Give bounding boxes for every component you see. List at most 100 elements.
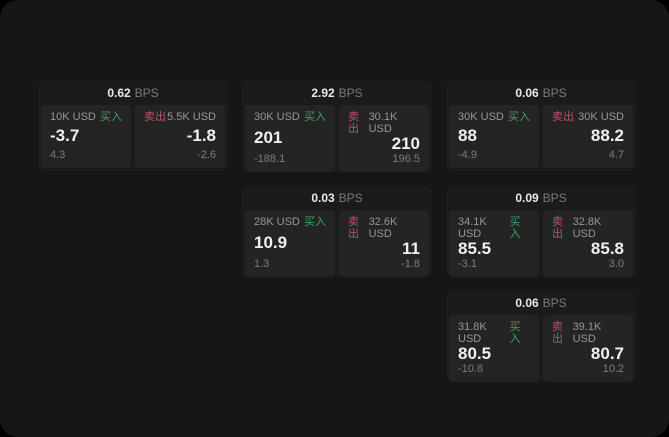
sell-delta: 4.7 <box>608 149 624 161</box>
sell-amount: 39.1K USD <box>572 321 602 345</box>
buy-top-row: 10K USD 买入 <box>50 111 122 123</box>
buy-panel[interactable]: 28K USD 买入 10.9 1.3 <box>245 210 335 277</box>
buy-amount: 34.1K USD <box>458 216 487 240</box>
buy-amount: 30K USD <box>458 111 504 123</box>
card-body: 30K USD 买入 88 -4.9 卖出 30K USD 88.2 4.7 <box>446 105 636 171</box>
buy-top-row: 31.8K USD 买入 <box>458 321 530 345</box>
buy-price: 10.9 <box>254 233 288 252</box>
sell-top-row: 卖出 32.6K USD <box>348 216 420 240</box>
sell-price: 88.2 <box>590 126 624 145</box>
card-body: 34.1K USD 买入 85.5 -3.1 卖出 32.8K USD 85.8… <box>446 210 636 280</box>
buy-tag: 买入 <box>508 111 530 123</box>
buy-price: -3.7 <box>50 126 80 145</box>
bps-header: 0.06 BPS <box>446 81 636 105</box>
buy-amount: 10K USD <box>50 111 96 123</box>
sell-delta: 10.2 <box>602 363 624 375</box>
card-body: 28K USD 买入 10.9 1.3 卖出 32.6K USD 11 -1.8 <box>242 210 432 280</box>
sell-amount: 32.8K USD <box>572 216 602 240</box>
sell-panel[interactable]: 卖出 30K USD 88.2 4.7 <box>543 105 633 168</box>
sell-tag: 卖出 <box>552 216 563 240</box>
sell-delta: 196.5 <box>392 153 420 165</box>
sell-price: 11 <box>402 239 420 258</box>
buy-price: 88 <box>458 126 477 145</box>
quote-card: 0.09 BPS 34.1K USD 买入 85.5 -3.1 卖出 32.8K… <box>446 186 636 277</box>
quote-card: 0.06 BPS 30K USD 买入 88 -4.9 卖出 30K USD <box>446 81 636 171</box>
bps-value: 0.62 <box>107 86 131 100</box>
buy-top-row: 34.1K USD 买入 <box>458 216 530 240</box>
sell-price: 85.8 <box>590 239 624 258</box>
buy-tag: 买入 <box>304 216 326 228</box>
quote-card: 0.06 BPS 31.8K USD 买入 80.5 -10.8 卖出 39.1… <box>446 291 636 382</box>
sell-amount: 30.1K USD <box>368 111 398 135</box>
sell-top-row: 卖出 30.1K USD <box>348 111 420 135</box>
bps-unit: BPS <box>542 296 567 310</box>
buy-tag: 买入 <box>509 216 521 240</box>
buy-delta: 4.3 <box>50 149 66 161</box>
bps-value: 0.06 <box>515 86 539 100</box>
sell-tag: 卖出 <box>552 111 574 123</box>
sell-tag: 卖出 <box>552 321 563 345</box>
buy-delta: -4.9 <box>458 149 477 161</box>
buy-price: 80.5 <box>458 344 492 363</box>
buy-delta: -3.1 <box>458 258 477 270</box>
sell-tag: 卖出 <box>144 111 166 123</box>
buy-panel[interactable]: 10K USD 买入 -3.7 4.3 <box>41 105 131 168</box>
sell-price: 210 <box>391 134 420 153</box>
sell-panel[interactable]: 卖出 30.1K USD 210 196.5 <box>339 105 429 172</box>
bps-value: 0.09 <box>515 191 539 205</box>
buy-top-row: 28K USD 买入 <box>254 216 326 228</box>
card-body: 30K USD 买入 201 -188.1 卖出 30.1K USD 210 1… <box>242 105 432 175</box>
buy-panel[interactable]: 31.8K USD 买入 80.5 -10.8 <box>449 315 539 382</box>
bps-unit: BPS <box>542 86 567 100</box>
buy-tag: 买入 <box>509 321 521 345</box>
bps-header: 0.62 BPS <box>38 81 228 105</box>
bps-header: 0.06 BPS <box>446 291 636 315</box>
sell-amount: 32.6K USD <box>368 216 398 240</box>
buy-panel[interactable]: 30K USD 买入 88 -4.9 <box>449 105 539 168</box>
sell-price: -1.8 <box>186 126 216 145</box>
bps-header: 2.92 BPS <box>242 81 432 105</box>
buy-delta: 1.3 <box>254 258 270 270</box>
buy-top-row: 30K USD 买入 <box>254 111 326 123</box>
buy-amount: 28K USD <box>254 216 300 228</box>
quote-card: 0.62 BPS 10K USD 买入 -3.7 4.3 卖出 5.5K USD <box>38 81 228 171</box>
sell-amount: 30K USD <box>578 111 624 123</box>
bps-header: 0.09 BPS <box>446 186 636 210</box>
bps-unit: BPS <box>338 86 363 100</box>
sell-top-row: 卖出 30K USD <box>552 111 624 123</box>
bps-value: 0.03 <box>311 191 335 205</box>
sell-top-row: 卖出 5.5K USD <box>144 111 216 123</box>
sell-delta: -2.6 <box>197 149 216 161</box>
sell-delta: 3.0 <box>608 258 624 270</box>
buy-panel[interactable]: 30K USD 买入 201 -188.1 <box>245 105 335 172</box>
sell-panel[interactable]: 卖出 39.1K USD 80.7 10.2 <box>543 315 633 382</box>
bps-unit: BPS <box>338 191 363 205</box>
buy-amount: 31.8K USD <box>458 321 487 345</box>
buy-price: 85.5 <box>458 239 492 258</box>
buy-amount: 30K USD <box>254 111 300 123</box>
sell-panel[interactable]: 卖出 32.8K USD 85.8 3.0 <box>543 210 633 277</box>
buy-top-row: 30K USD 买入 <box>458 111 530 123</box>
sell-delta: -1.8 <box>401 258 420 270</box>
quote-card-grid: 0.62 BPS 10K USD 买入 -3.7 4.3 卖出 5.5K USD <box>38 81 636 382</box>
card-body: 10K USD 买入 -3.7 4.3 卖出 5.5K USD -1.8 -2.… <box>38 105 228 171</box>
card-body: 31.8K USD 买入 80.5 -10.8 卖出 39.1K USD 80.… <box>446 315 636 385</box>
sell-panel[interactable]: 卖出 32.6K USD 11 -1.8 <box>339 210 429 277</box>
sell-top-row: 卖出 32.8K USD <box>552 216 624 240</box>
sell-panel[interactable]: 卖出 5.5K USD -1.8 -2.6 <box>135 105 225 168</box>
buy-panel[interactable]: 34.1K USD 买入 85.5 -3.1 <box>449 210 539 277</box>
quote-card: 0.03 BPS 28K USD 买入 10.9 1.3 卖出 32.6K US… <box>242 186 432 277</box>
bps-value: 0.06 <box>515 296 539 310</box>
quote-card: 2.92 BPS 30K USD 买入 201 -188.1 卖出 30.1K … <box>242 81 432 172</box>
buy-delta: -10.8 <box>458 363 484 375</box>
bps-header: 0.03 BPS <box>242 186 432 210</box>
sell-amount: 5.5K USD <box>167 111 216 123</box>
sell-tag: 卖出 <box>348 216 359 240</box>
buy-delta: -188.1 <box>254 153 286 165</box>
sell-tag: 卖出 <box>348 111 359 135</box>
buy-tag: 买入 <box>100 111 122 123</box>
sell-top-row: 卖出 39.1K USD <box>552 321 624 345</box>
bps-value: 2.92 <box>311 86 335 100</box>
buy-price: 201 <box>254 128 283 147</box>
